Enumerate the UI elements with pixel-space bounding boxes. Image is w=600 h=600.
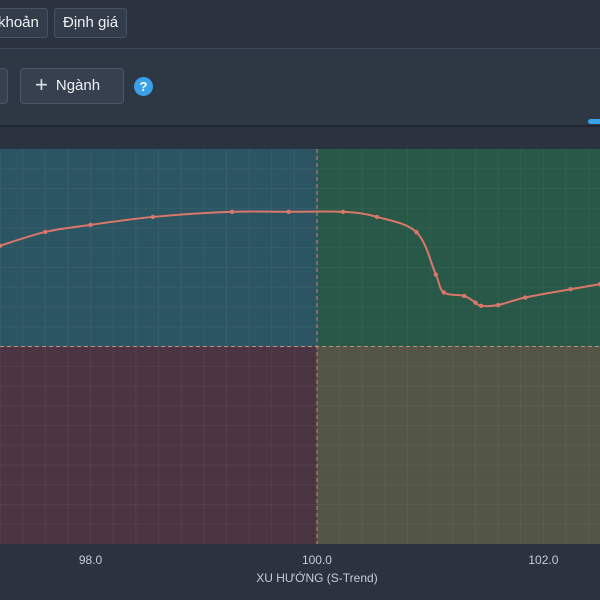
plus-icon: +	[35, 72, 48, 97]
series-point[interactable]	[229, 209, 235, 215]
series-point[interactable]	[461, 293, 467, 299]
x-tick-label: 102.0	[528, 553, 558, 567]
series-point[interactable]	[433, 272, 439, 277]
series-point[interactable]	[43, 229, 48, 235]
series-point[interactable]	[597, 281, 600, 287]
x-tick-label: 98.0	[79, 553, 103, 567]
quadrant-chart: 98.0 100.0 102.0 XU HƯỚNG (S-Trend)	[0, 149, 600, 585]
series-point[interactable]	[441, 290, 446, 295]
add-industry-label: Ngành	[55, 77, 101, 94]
tab-dinh-gia[interactable]: Định giá	[54, 8, 128, 38]
toolbar: +Ngành ? 10	[0, 49, 600, 152]
series-point[interactable]	[568, 287, 573, 292]
series-point[interactable]	[478, 303, 484, 309]
series-point[interactable]	[523, 295, 528, 300]
tabs-bar: khoản Định giá	[0, 0, 600, 49]
series-point[interactable]	[286, 209, 291, 215]
toolbar-left-button[interactable]	[0, 68, 8, 104]
series-point[interactable]	[495, 302, 501, 308]
add-industry-button[interactable]: + Ngành	[20, 68, 124, 104]
series-point[interactable]	[340, 209, 346, 215]
series-point[interactable]	[473, 300, 478, 305]
series-point[interactable]	[414, 230, 419, 235]
tab-khoan[interactable]: khoản	[0, 8, 48, 38]
x-tick-label: 100.0	[302, 553, 332, 567]
x-axis-label: XU HƯỚNG (S-Trend)	[256, 570, 377, 585]
quadrant-bottom-right	[316, 346, 600, 544]
series-point[interactable]	[150, 214, 156, 220]
series-point[interactable]	[374, 214, 380, 220]
quadrant-bottom-left	[0, 346, 317, 544]
series-point[interactable]	[88, 222, 93, 228]
slider-track[interactable]	[588, 119, 600, 124]
quadrant-top-left	[0, 149, 317, 347]
chart-area: 98.0 100.0 102.0 XU HƯỚNG (S-Trend)	[0, 127, 600, 600]
help-icon[interactable]: ?	[134, 77, 153, 96]
quadrant-top-right	[316, 149, 600, 347]
series-point[interactable]	[0, 243, 3, 248]
